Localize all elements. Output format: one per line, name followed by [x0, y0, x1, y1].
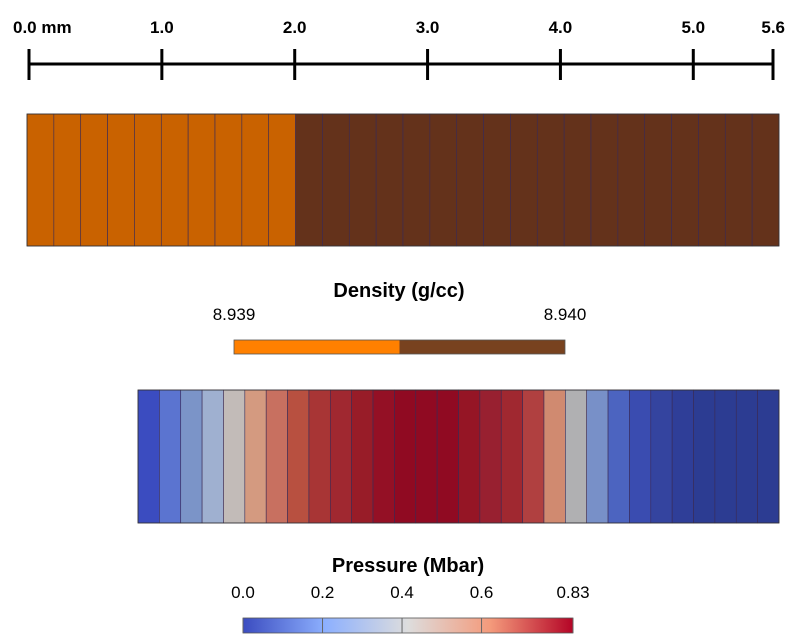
density-legend-segment — [399, 340, 565, 354]
density-bar-outline — [26, 113, 780, 247]
density-legend-min-label: 8.939 — [212, 305, 256, 324]
pressure-legend-tick-label: 0.0 — [231, 583, 255, 602]
density-legend-outline — [233, 339, 566, 355]
density-bar-cell — [348, 113, 377, 247]
ruler-tick-label: 5.6 — [761, 18, 785, 37]
density-bar-cell — [241, 113, 270, 247]
density-bar-cell — [187, 113, 216, 247]
ruler-tick-label: 5.0 — [681, 18, 706, 37]
density-bar-cell — [268, 113, 296, 247]
density-legend-title: Density (g/cc) — [333, 280, 465, 302]
density-bar-cell — [456, 113, 484, 247]
pressure-legend-tick-label: 0.83 — [556, 583, 590, 602]
ruler-tick-label: 3.0 — [415, 18, 440, 37]
density-bar-cell — [214, 113, 243, 247]
pressure-bar — [137, 389, 780, 524]
pressure-legend-gradient — [242, 617, 574, 634]
ruler-tick-label: 0.0 mm — [13, 18, 72, 37]
density-bar-cell — [483, 113, 511, 247]
density-bar — [26, 113, 780, 247]
density-bar-cell — [429, 113, 458, 247]
ruler-tick-label: 2.0 — [282, 18, 307, 37]
density-legend-max-label: 8.940 — [543, 305, 587, 324]
density-bar-cell — [53, 113, 82, 247]
ruler — [27, 49, 775, 80]
density-bar-cell — [375, 113, 404, 247]
pressure-legend-tick-label: 0.4 — [390, 583, 414, 602]
density-bar-cell — [510, 113, 538, 247]
density-bar-cell — [724, 113, 753, 247]
density-bar-cell — [295, 113, 323, 247]
pressure-bar-outline — [137, 389, 780, 524]
density-bar-cell — [590, 113, 619, 247]
pressure-legend-tick-label: 0.2 — [310, 583, 335, 602]
density-legend-segment — [234, 340, 400, 354]
pressure-legend-tick-label: 0.6 — [469, 583, 494, 602]
pressure-legend-title: Pressure (Mbar) — [331, 555, 485, 577]
density-legend-colorbar — [233, 339, 566, 355]
ruler-tick-label: 4.0 — [548, 18, 573, 37]
density-bar-cell — [563, 113, 592, 247]
ruler-tick-label: 1.0 — [150, 18, 174, 37]
density-bar-cell — [671, 113, 699, 247]
density-bar-cell — [536, 113, 565, 247]
density-bar-cell — [80, 113, 108, 247]
